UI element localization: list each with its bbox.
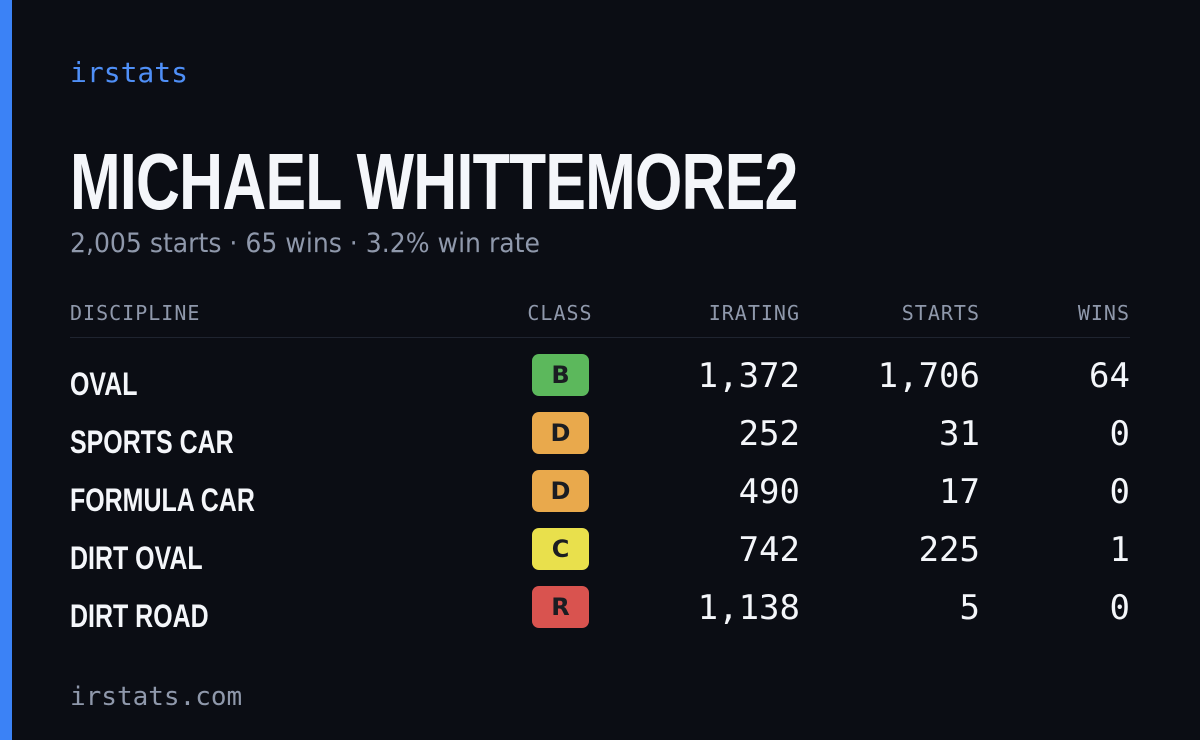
class-badge: C xyxy=(532,528,589,570)
wins-value: 1 xyxy=(1109,530,1130,570)
discipline: DIRT ROAD xyxy=(70,598,209,634)
class-badge: R xyxy=(532,586,589,628)
irating-value: 490 xyxy=(738,472,800,512)
brand: irstats xyxy=(70,56,189,89)
starts-value: 5 xyxy=(959,588,980,628)
starts-value: 31 xyxy=(939,414,980,454)
irating-value: 1,372 xyxy=(697,356,800,396)
discipline: FORMULA CAR xyxy=(70,482,255,518)
summary: 2,005 starts · 65 wins · 3.2% win rate xyxy=(70,228,540,259)
discipline: SPORTS CAR xyxy=(70,424,234,460)
accent-bar xyxy=(0,0,12,740)
column-header: DISCIPLINE xyxy=(70,301,201,325)
irating-value: 1,138 xyxy=(697,588,800,628)
starts-value: 225 xyxy=(918,530,980,570)
divider xyxy=(70,337,1130,338)
column-header: CLASS xyxy=(527,301,593,325)
wins-value: 64 xyxy=(1089,356,1130,396)
column-header: STARTS xyxy=(901,301,980,325)
discipline: DIRT OVAL xyxy=(70,540,203,576)
wins-value: 0 xyxy=(1109,414,1130,454)
class-badge: D xyxy=(532,470,589,512)
driver-name: MICHAEL WHITTEMORE2 xyxy=(70,137,798,226)
irating-value: 252 xyxy=(738,414,800,454)
footer-url: irstats.com xyxy=(70,682,243,712)
irating-value: 742 xyxy=(738,530,800,570)
wins-value: 0 xyxy=(1109,588,1130,628)
column-header: IRATING xyxy=(708,301,800,325)
column-header: WINS xyxy=(1077,301,1130,325)
class-badge: D xyxy=(532,412,589,454)
wins-value: 0 xyxy=(1109,472,1130,512)
starts-value: 1,706 xyxy=(877,356,980,396)
class-badge: B xyxy=(532,354,589,396)
discipline: OVAL xyxy=(70,366,138,402)
starts-value: 17 xyxy=(939,472,980,512)
